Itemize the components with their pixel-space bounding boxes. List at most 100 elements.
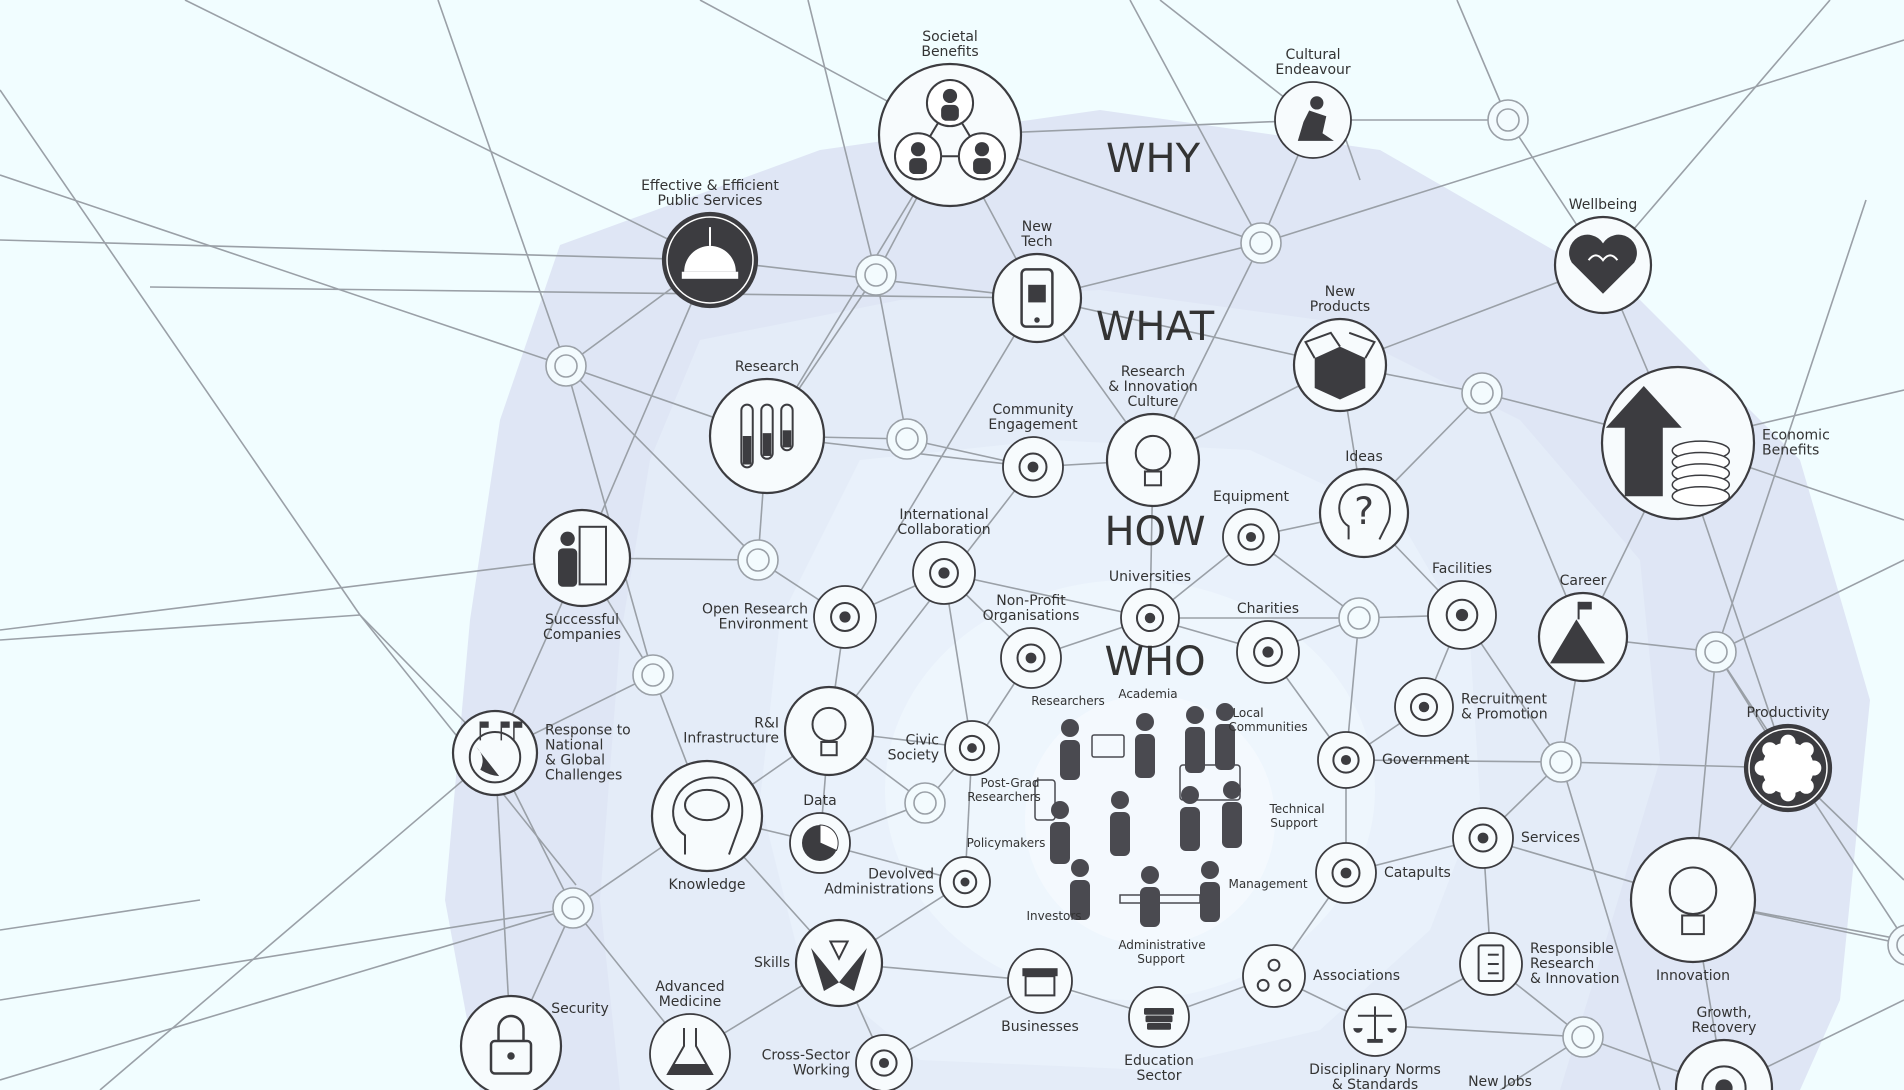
summit-flag-icon-part [1550, 619, 1605, 664]
junction-node-inner [561, 896, 585, 920]
open-research-label: Open Research [702, 602, 808, 618]
molecule-icon [1256, 958, 1292, 992]
ri-culture-circle [1105, 412, 1201, 508]
people-network-icon-part [942, 88, 958, 104]
flask-icon-part [668, 1064, 712, 1074]
civic-society-label: Society [888, 748, 939, 764]
response-challenges-label: Challenges [545, 768, 622, 784]
edge-universities-international_collab [943, 572, 1151, 619]
junction-node-outer [1487, 99, 1529, 141]
summit-flag-icon-part [1578, 601, 1592, 610]
globe-flags-icon-part [513, 721, 523, 728]
new-tech-label: New [1022, 219, 1053, 235]
societal-benefits-label: Benefits [921, 44, 978, 60]
person-door-icon [558, 525, 607, 587]
people-lightbulb-icon-part [1134, 434, 1172, 472]
question-head-icon: ? [1338, 483, 1392, 540]
cultural-endeavour-label: Endeavour [1275, 62, 1351, 78]
node-businesses: Businesses [1001, 948, 1079, 1035]
cycle-phone-icon-part [1468, 823, 1498, 853]
edge-offcanvas [1602, 0, 1831, 266]
cultural-endeavour-label: Cultural [1285, 47, 1340, 63]
advanced-medicine-label: Advanced [655, 979, 724, 995]
storefront-icon-part [1024, 975, 1056, 997]
services-label: Services [1521, 830, 1580, 846]
cycle-phone-icon-part [1477, 832, 1489, 844]
brain-heart-icon-part [1569, 234, 1637, 294]
person-door-icon-part [578, 525, 607, 586]
edge-offcanvas [437, 0, 567, 367]
tools-building-icon [1445, 598, 1479, 632]
data-label: Data [803, 793, 836, 809]
ri-culture-label: Culture [1128, 394, 1179, 410]
growth-recovery-label: Recovery [1692, 1020, 1757, 1036]
handshake-icon-part [878, 1057, 890, 1069]
why-heading: WHY [1106, 136, 1201, 182]
growth-recovery-label: Growth, [1696, 1005, 1751, 1021]
pie-chart-icon-part [819, 824, 839, 852]
junction-node-outer [1887, 924, 1904, 966]
checklist-icon [1477, 944, 1505, 983]
graduation-cap-icon [1135, 603, 1165, 633]
new-products-label: Products [1310, 299, 1370, 315]
disciplinary-norms-label: & Standards [1332, 1077, 1418, 1090]
open-box-icon [1304, 331, 1376, 400]
globe-people-icon-part [938, 567, 950, 579]
edge-disciplinary_norms-j13 [1374, 1024, 1584, 1038]
people-network-icon-part [974, 142, 990, 157]
node-charities: Charities [1236, 601, 1300, 684]
brain-heart-icon-part [1587, 254, 1619, 262]
magnifier-person-icon-part [1409, 692, 1439, 722]
people-investors-label: Investors [1026, 909, 1081, 923]
toolbox-icon-part [1245, 531, 1257, 543]
new-products-label: New [1325, 284, 1356, 300]
smartphone-icon-part [1034, 317, 1040, 323]
advanced-medicine-circle [649, 1013, 731, 1090]
catapult-icon-part [1331, 858, 1361, 888]
padlock-icon-part [489, 1039, 533, 1075]
node-new-jobs: New Jobs [1468, 1074, 1532, 1090]
figure-head [1071, 859, 1089, 877]
people-admin-support-label-2: Support [1137, 952, 1185, 966]
edge-offcanvas [1560, 761, 1661, 1090]
edge-offcanvas [0, 239, 711, 261]
figure-body [1135, 734, 1155, 778]
test-tubes-icon [740, 403, 794, 469]
arrow-coins-icon-part [1671, 485, 1731, 507]
junction-node-outer [904, 782, 946, 824]
edge-offcanvas [0, 557, 583, 631]
people-network-icon-part [916, 101, 984, 158]
productivity-label: Productivity [1747, 705, 1830, 721]
money-icon-part [1715, 1079, 1733, 1090]
node-innovation: Innovation [1629, 836, 1757, 984]
money-icon [1701, 1065, 1747, 1090]
hearts-icon-part [1016, 643, 1046, 673]
heart-hands-icon-part [1253, 637, 1283, 667]
scales-icon-part [1367, 1038, 1383, 1043]
international-collab-label: Collaboration [897, 522, 990, 538]
edge-new_tech-open_research [844, 297, 1038, 618]
edge-j6-j4 [565, 365, 759, 561]
community-engagement-label: Community [992, 402, 1073, 418]
test-tubes-icon-part [760, 403, 774, 460]
ri-culture-label: Research [1121, 364, 1185, 380]
junction-node-inner [1496, 108, 1520, 132]
junction-node-inner [913, 791, 937, 815]
figure-head [1141, 866, 1159, 884]
non-profit-label: Non-Profit [996, 593, 1066, 609]
edge-public_services-successful_companies [581, 259, 711, 559]
junction-node-outer [886, 418, 928, 460]
knowledge-circle [650, 759, 764, 873]
arrow-coins-icon [1605, 386, 1731, 507]
ideas-circle [1318, 467, 1410, 559]
gear-arrow-icon-part [1762, 742, 1814, 794]
open-hands-icon-part [830, 602, 860, 632]
